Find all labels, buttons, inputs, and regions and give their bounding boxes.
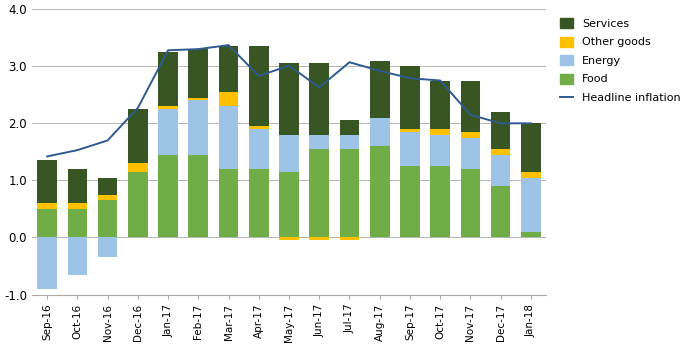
- Legend: Services, Other goods, Energy, Food, Headline inflation: Services, Other goods, Energy, Food, Hea…: [556, 15, 684, 106]
- Bar: [279, 172, 299, 237]
- Bar: [188, 100, 208, 155]
- Bar: [491, 155, 510, 186]
- Bar: [68, 237, 88, 275]
- Bar: [521, 177, 540, 232]
- Bar: [279, 237, 299, 240]
- Bar: [340, 149, 359, 237]
- Bar: [158, 155, 178, 237]
- Bar: [158, 109, 178, 155]
- Bar: [68, 209, 88, 237]
- Bar: [430, 166, 450, 237]
- Bar: [430, 129, 450, 135]
- Bar: [279, 63, 299, 135]
- Bar: [309, 135, 329, 149]
- Bar: [400, 166, 420, 237]
- Bar: [37, 161, 57, 203]
- Bar: [461, 138, 480, 169]
- Bar: [461, 169, 480, 237]
- Bar: [491, 186, 510, 237]
- Bar: [309, 149, 329, 237]
- Bar: [430, 81, 450, 129]
- Bar: [340, 135, 359, 149]
- Bar: [249, 169, 269, 237]
- Bar: [491, 149, 510, 155]
- Bar: [430, 135, 450, 166]
- Bar: [249, 46, 269, 126]
- Bar: [279, 135, 299, 172]
- Bar: [37, 203, 57, 209]
- Bar: [68, 203, 88, 209]
- Bar: [98, 237, 118, 257]
- Bar: [128, 109, 148, 163]
- Bar: [68, 169, 88, 203]
- Bar: [521, 123, 540, 172]
- Bar: [218, 106, 239, 169]
- Bar: [400, 66, 420, 129]
- Bar: [218, 46, 239, 92]
- Bar: [188, 98, 208, 100]
- Bar: [218, 169, 239, 237]
- Bar: [188, 155, 208, 237]
- Bar: [309, 237, 329, 240]
- Bar: [158, 106, 178, 109]
- Bar: [98, 195, 118, 200]
- Bar: [98, 200, 118, 237]
- Bar: [370, 118, 389, 146]
- Bar: [309, 63, 329, 135]
- Bar: [461, 81, 480, 132]
- Bar: [370, 146, 389, 237]
- Bar: [98, 177, 118, 195]
- Bar: [158, 52, 178, 106]
- Bar: [128, 163, 148, 172]
- Bar: [249, 129, 269, 169]
- Bar: [128, 172, 148, 237]
- Bar: [491, 112, 510, 149]
- Bar: [521, 172, 540, 177]
- Bar: [37, 209, 57, 237]
- Bar: [370, 61, 389, 118]
- Bar: [461, 132, 480, 138]
- Bar: [400, 129, 420, 132]
- Bar: [37, 237, 57, 289]
- Bar: [400, 132, 420, 166]
- Bar: [521, 232, 540, 237]
- Bar: [218, 92, 239, 106]
- Bar: [188, 49, 208, 98]
- Bar: [340, 120, 359, 135]
- Bar: [340, 237, 359, 240]
- Bar: [249, 126, 269, 129]
